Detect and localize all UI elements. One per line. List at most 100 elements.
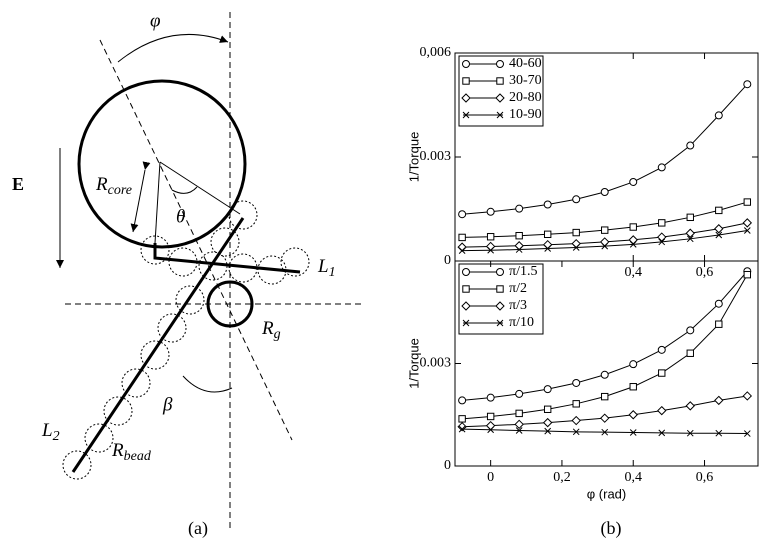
marker (458, 210, 467, 219)
legend-label: 30-70 (509, 73, 542, 88)
x-axis-label: φ (rad) (587, 486, 627, 501)
y-tick-label: 0,006 (420, 45, 452, 60)
y-axis-label: 1/Torque (406, 132, 421, 183)
beta-arc (182, 375, 233, 393)
legend-marker (495, 301, 505, 311)
marker (742, 391, 753, 401)
marker (743, 430, 751, 437)
marker (629, 241, 637, 248)
marker (458, 415, 466, 423)
legend-marker (462, 268, 470, 276)
main: R (95, 174, 108, 195)
l2-label: L2 (41, 420, 60, 444)
marker (686, 213, 694, 222)
bead (62, 450, 92, 480)
sub: g (274, 327, 281, 342)
marker (544, 427, 552, 435)
marker (515, 409, 523, 418)
marker (658, 238, 666, 246)
sub: bead (124, 449, 152, 464)
marker (572, 244, 580, 251)
legend-marker (495, 93, 505, 103)
marker (601, 242, 609, 250)
marker (714, 299, 723, 308)
x-tick-label: 0 (487, 470, 494, 485)
legend-marker (462, 319, 470, 327)
marker (487, 246, 495, 254)
legend-marker (496, 77, 504, 85)
marker (515, 389, 524, 398)
marker (572, 228, 580, 237)
y-tick-label: 0 (444, 253, 451, 268)
bead (140, 235, 170, 265)
legend-marker (496, 268, 504, 276)
marker (600, 413, 610, 423)
marker (743, 227, 751, 234)
marker (600, 188, 609, 197)
marker (572, 195, 581, 204)
x-tick-label: 0,6 (696, 470, 714, 485)
marker (458, 396, 467, 405)
legend-marker (496, 111, 504, 119)
marker (542, 239, 553, 250)
legend-label: π/1.5 (509, 264, 537, 279)
marker (601, 226, 609, 234)
x-tick-label: 0,2 (553, 470, 571, 485)
theta-line (159, 161, 241, 215)
marker (686, 349, 694, 357)
marker (657, 163, 666, 172)
marker (628, 235, 638, 245)
marker (629, 360, 638, 369)
legend-marker (461, 93, 471, 103)
bead (280, 247, 310, 277)
marker (629, 177, 638, 186)
legend-label: π/2 (509, 281, 527, 296)
l1-segment (153, 243, 301, 274)
marker (571, 415, 581, 426)
legend-marker (496, 319, 504, 327)
legend-box (458, 55, 544, 127)
caption: (a) (188, 518, 208, 539)
marker (571, 238, 581, 249)
rg-circle (206, 280, 254, 328)
marker (743, 198, 752, 206)
marker (486, 412, 495, 421)
caption: (b) (601, 518, 622, 539)
l1-label: L1 (317, 256, 336, 280)
marker (629, 223, 637, 231)
marker (543, 230, 552, 239)
marker (486, 233, 495, 241)
marker (486, 393, 495, 402)
y-axis-label: 1/Torque (406, 338, 421, 389)
bead (84, 423, 114, 453)
l2-segment (71, 217, 245, 473)
marker (572, 400, 580, 408)
marker (600, 237, 610, 247)
phi-arc (117, 33, 229, 63)
marker (543, 405, 552, 413)
bead (210, 227, 240, 257)
main: R (261, 318, 274, 339)
marker (657, 345, 666, 354)
core-circle (77, 79, 247, 249)
marker (686, 141, 695, 150)
beta-label: β (162, 394, 173, 415)
marker (685, 401, 695, 411)
marker (685, 228, 695, 238)
legend-marker (462, 60, 470, 68)
x-tick-label: 0,4 (624, 470, 642, 485)
marker (542, 417, 553, 428)
marker (715, 429, 723, 437)
marker (601, 392, 609, 401)
marker (572, 378, 581, 387)
marker (458, 233, 466, 242)
phi-label: φ (150, 10, 161, 31)
marker (714, 224, 724, 234)
marker (514, 419, 524, 430)
r-core-arrow (130, 161, 151, 233)
legend-label: π/10 (509, 315, 534, 330)
marker (658, 369, 666, 377)
x-tick-label: 0,4 (624, 265, 642, 280)
y-tick-label: 0.003 (420, 149, 452, 164)
